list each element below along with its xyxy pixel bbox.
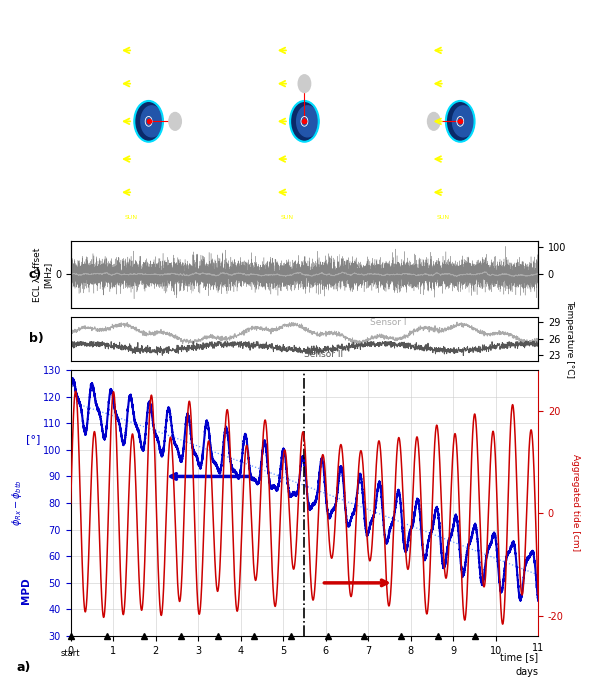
Circle shape — [298, 75, 311, 92]
Text: $\phi_{Rx}-\phi_{btb}$: $\phi_{Rx}-\phi_{btb}$ — [10, 480, 24, 526]
Circle shape — [290, 101, 319, 141]
Text: start: start — [61, 649, 81, 658]
Text: Sensor I: Sensor I — [370, 317, 407, 326]
Text: c): c) — [29, 268, 42, 281]
Y-axis label: ECL λ-offset
[MHz]: ECL λ-offset [MHz] — [33, 247, 52, 302]
Circle shape — [453, 106, 474, 137]
Text: time [s]: time [s] — [500, 652, 538, 662]
Circle shape — [446, 101, 474, 141]
Text: SUN: SUN — [280, 215, 294, 220]
Y-axis label: Aggregated tide [cm]: Aggregated tide [cm] — [571, 454, 581, 552]
Y-axis label: Temperature [°C]: Temperature [°C] — [565, 300, 574, 378]
Text: b): b) — [29, 332, 44, 345]
Circle shape — [169, 113, 181, 130]
Text: a): a) — [17, 661, 31, 674]
Text: d): d) — [73, 206, 88, 219]
Text: 11: 11 — [532, 642, 544, 653]
Text: [°]: [°] — [26, 434, 41, 444]
Text: SUN: SUN — [125, 215, 138, 220]
Circle shape — [135, 101, 162, 141]
Circle shape — [296, 106, 319, 137]
Text: First quarter moon / neap tide: First quarter moon / neap tide — [244, 241, 365, 250]
Circle shape — [141, 106, 162, 137]
Text: Sensor II: Sensor II — [304, 350, 344, 359]
Text: MPD: MPD — [22, 577, 31, 604]
Text: days: days — [515, 667, 538, 677]
Text: New moon / spring tide: New moon / spring tide — [102, 241, 196, 250]
Text: Full moon / spring tide: Full moon / spring tide — [415, 241, 505, 250]
Circle shape — [427, 113, 440, 130]
Text: SUN: SUN — [437, 215, 450, 220]
